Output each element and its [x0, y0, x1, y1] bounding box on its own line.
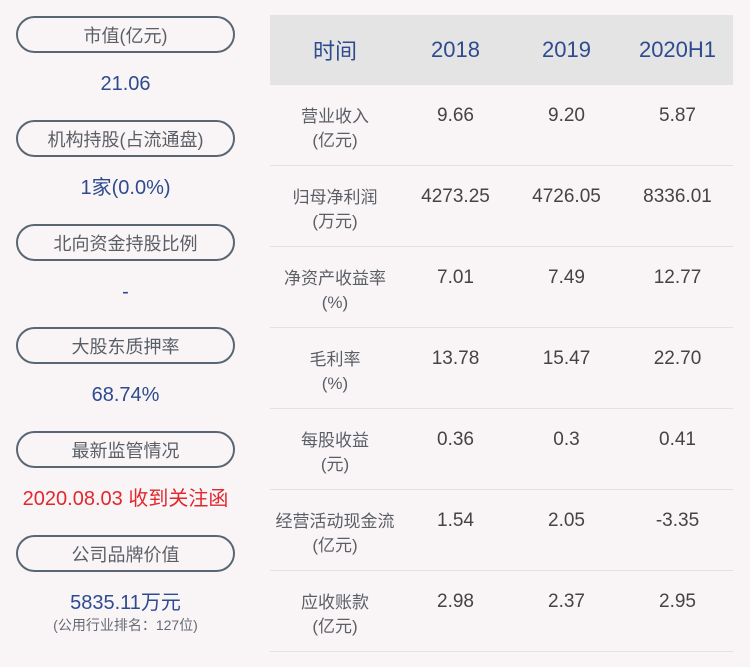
metric-institutional-holdings: 机构持股(占流通盘) 1家(0.0%)	[16, 120, 235, 202]
metric-label-pill: 大股东质押率	[16, 327, 235, 364]
row-label: 营业收入 (亿元)	[301, 107, 369, 150]
cell: 8336.01	[643, 186, 712, 207]
row-label: 归母净利润 (万元)	[292, 188, 378, 231]
cell: 2.37	[548, 591, 585, 612]
header-2020h1: 2020H1	[638, 37, 717, 62]
metric-rank-note: (公用行业排名：127位)	[53, 617, 198, 633]
metric-pledge-ratio: 大股东质押率 68.74%	[16, 327, 235, 409]
table-row: 净资产收益率 (%) 7.01 7.49 12.77	[270, 247, 733, 328]
metric-regulatory-status: 最新监管情况 2020.08.03 收到关注函	[16, 431, 235, 513]
row-label: 净资产收益率 (%)	[284, 269, 386, 312]
cell: 22.70	[653, 348, 702, 369]
table-row: 经营活动现金流 (亿元) 1.54 2.05 -3.35	[270, 490, 733, 571]
row-label: 经营活动现金流 (亿元)	[275, 512, 395, 555]
table-row: 营业收入 (亿元) 9.66 9.20 5.87	[270, 85, 733, 166]
cell: 1.54	[437, 510, 474, 531]
metric-label-pill: 机构持股(占流通盘)	[16, 120, 235, 157]
metric-northbound-ratio: 北向资金持股比例 -	[16, 224, 235, 306]
cell: 2.05	[548, 510, 585, 531]
metric-value: -	[122, 281, 129, 303]
metric-label-pill: 北向资金持股比例	[16, 224, 235, 261]
cell: 5.87	[659, 105, 696, 126]
header-2018: 2018	[431, 37, 480, 62]
cell: 7.01	[437, 267, 474, 288]
row-label: 毛利率 (%)	[309, 350, 361, 393]
metric-value-alert: 2020.08.03 收到关注函	[22, 488, 229, 510]
metric-value: 68.74%	[91, 384, 160, 406]
cell: 15.47	[542, 348, 591, 369]
table-row: 每股收益 (元) 0.36 0.3 0.41	[270, 409, 733, 490]
cell: 9.66	[437, 105, 474, 126]
table-row: 归母净利润 (万元) 4273.25 4726.05 8336.01	[270, 166, 733, 247]
cell: 4726.05	[532, 186, 601, 207]
cell: 13.78	[431, 348, 480, 369]
cell: 0.36	[437, 429, 474, 450]
row-label: 每股收益 (元)	[301, 431, 369, 474]
metric-value: 5835.11万元	[70, 592, 181, 614]
metric-label-pill: 市值(亿元)	[16, 16, 235, 53]
financial-table: 时间 2018 2019 2020H1 营业收入 (亿元) 9.66 9.20 5…	[270, 15, 733, 652]
cell: 0.3	[553, 429, 580, 450]
table-row: 毛利率 (%) 13.78 15.47 22.70	[270, 328, 733, 409]
row-label: 应收账款 (亿元)	[301, 593, 369, 636]
table-header: 时间 2018 2019 2020H1	[270, 15, 733, 85]
header-time: 时间	[312, 39, 357, 64]
metric-brand-value: 公司品牌价值 5835.11万元 (公用行业排名：127位)	[16, 535, 235, 635]
cell: 2.98	[437, 591, 474, 612]
metric-label-pill: 最新监管情况	[16, 431, 235, 468]
cell: 12.77	[653, 267, 702, 288]
cell: 2.95	[659, 591, 696, 612]
cell: 0.41	[659, 429, 696, 450]
cell: -3.35	[655, 510, 700, 531]
table-row: 应收账款 (亿元) 2.98 2.37 2.95	[270, 571, 733, 652]
metric-market-cap: 市值(亿元) 21.06	[16, 16, 235, 98]
cell: 4273.25	[421, 186, 490, 207]
cell: 7.49	[548, 267, 585, 288]
header-2019: 2019	[542, 37, 591, 62]
metric-value: 21.06	[100, 73, 151, 95]
cell: 9.20	[548, 105, 585, 126]
metric-value: 1家(0.0%)	[80, 177, 171, 199]
metric-label-pill: 公司品牌价值	[16, 535, 235, 572]
